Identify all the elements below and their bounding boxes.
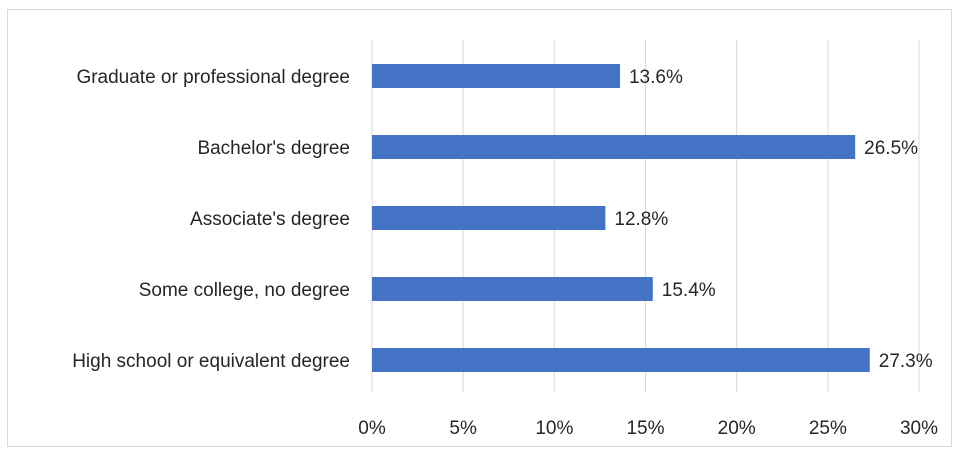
bars — [372, 64, 870, 372]
data-label: 15.4% — [662, 280, 716, 301]
x-tick-label: 0% — [358, 418, 386, 439]
x-tick-label: 15% — [626, 418, 664, 439]
category-label: High school or equivalent degree — [72, 351, 350, 372]
category-label: Graduate or professional degree — [76, 67, 350, 88]
gridlines — [371, 40, 920, 392]
category-label: Bachelor's degree — [197, 138, 350, 159]
x-tick-label: 25% — [809, 418, 847, 439]
category-label: Associate's degree — [190, 209, 350, 230]
data-label: 13.6% — [629, 67, 683, 88]
data-label: 27.3% — [879, 351, 933, 372]
x-tick-label: 5% — [449, 418, 477, 439]
bar — [372, 277, 653, 301]
bar — [372, 64, 620, 88]
labels: 0% 5% 10% 15% 20% 25% 30% Graduate or professio… — [72, 67, 938, 439]
data-label: 12.8% — [614, 209, 668, 230]
bar — [372, 135, 856, 159]
bar — [372, 206, 606, 230]
x-tick-label: 10% — [535, 418, 573, 439]
x-tick-label: 30% — [900, 418, 938, 439]
category-label: Some college, no degree — [139, 280, 350, 301]
x-tick-label: 20% — [718, 418, 756, 439]
bar — [372, 348, 870, 372]
data-label: 26.5% — [864, 138, 918, 159]
